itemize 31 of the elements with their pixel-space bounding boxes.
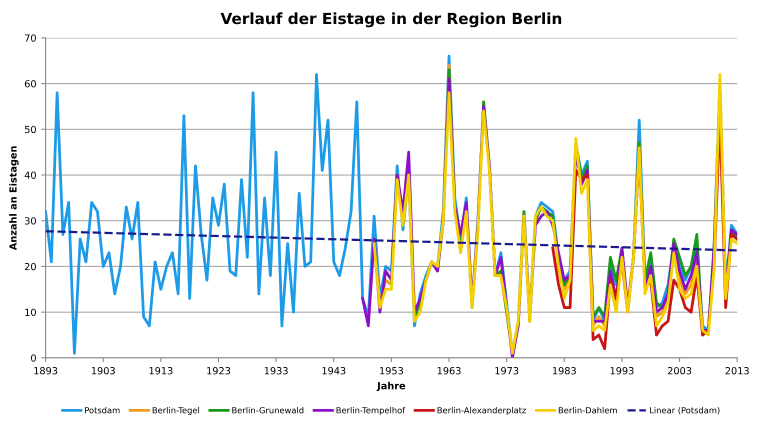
x-tick-label: 2013 xyxy=(726,367,749,374)
y-tick-label: 20 xyxy=(24,262,36,270)
x-tick-label: 1903 xyxy=(92,367,115,374)
x-tick-label: 1893 xyxy=(34,367,58,374)
y-tick-label: 30 xyxy=(24,217,36,225)
y-tick-label: 50 xyxy=(24,126,36,134)
y-tick-label: 60 xyxy=(24,80,36,88)
y-axis-title: Anzahl an Eistagen xyxy=(9,146,19,250)
chart-title: Verlauf der Eistage in der Region Berlin xyxy=(220,12,562,28)
x-tick-label: 1993 xyxy=(610,367,634,374)
legend-label: Berlin-Dahlem xyxy=(558,406,617,414)
x-tick-label: 1913 xyxy=(150,367,172,374)
y-tick-label: 0 xyxy=(31,354,36,362)
x-tick-label: 1963 xyxy=(438,367,461,374)
x-tick-label: 1973 xyxy=(495,367,518,374)
legend-label: Berlin-Alexanderplatz xyxy=(438,406,526,416)
legend-label: Linear (Potsdam) xyxy=(650,406,720,414)
x-tick-label: 1953 xyxy=(380,367,403,374)
legend-label: Berlin-Grunewald xyxy=(232,406,304,414)
x-tick-label: 1933 xyxy=(264,367,288,374)
legend-label: Berlin-Tegel xyxy=(152,406,200,416)
x-tick-label: 1983 xyxy=(552,367,576,374)
legend-label: Berlin-Tempelhof xyxy=(336,406,406,416)
y-tick-label: 40 xyxy=(24,171,36,179)
x-tick-label: 1943 xyxy=(322,367,346,374)
legend-label: Potsdam xyxy=(85,406,120,414)
x-tick-label: 2003 xyxy=(668,367,692,374)
x-tick-label: 1923 xyxy=(207,367,230,374)
y-tick-label: 10 xyxy=(25,308,36,316)
x-axis-title: Jahre xyxy=(376,382,406,392)
y-tick-label: 70 xyxy=(25,34,36,42)
